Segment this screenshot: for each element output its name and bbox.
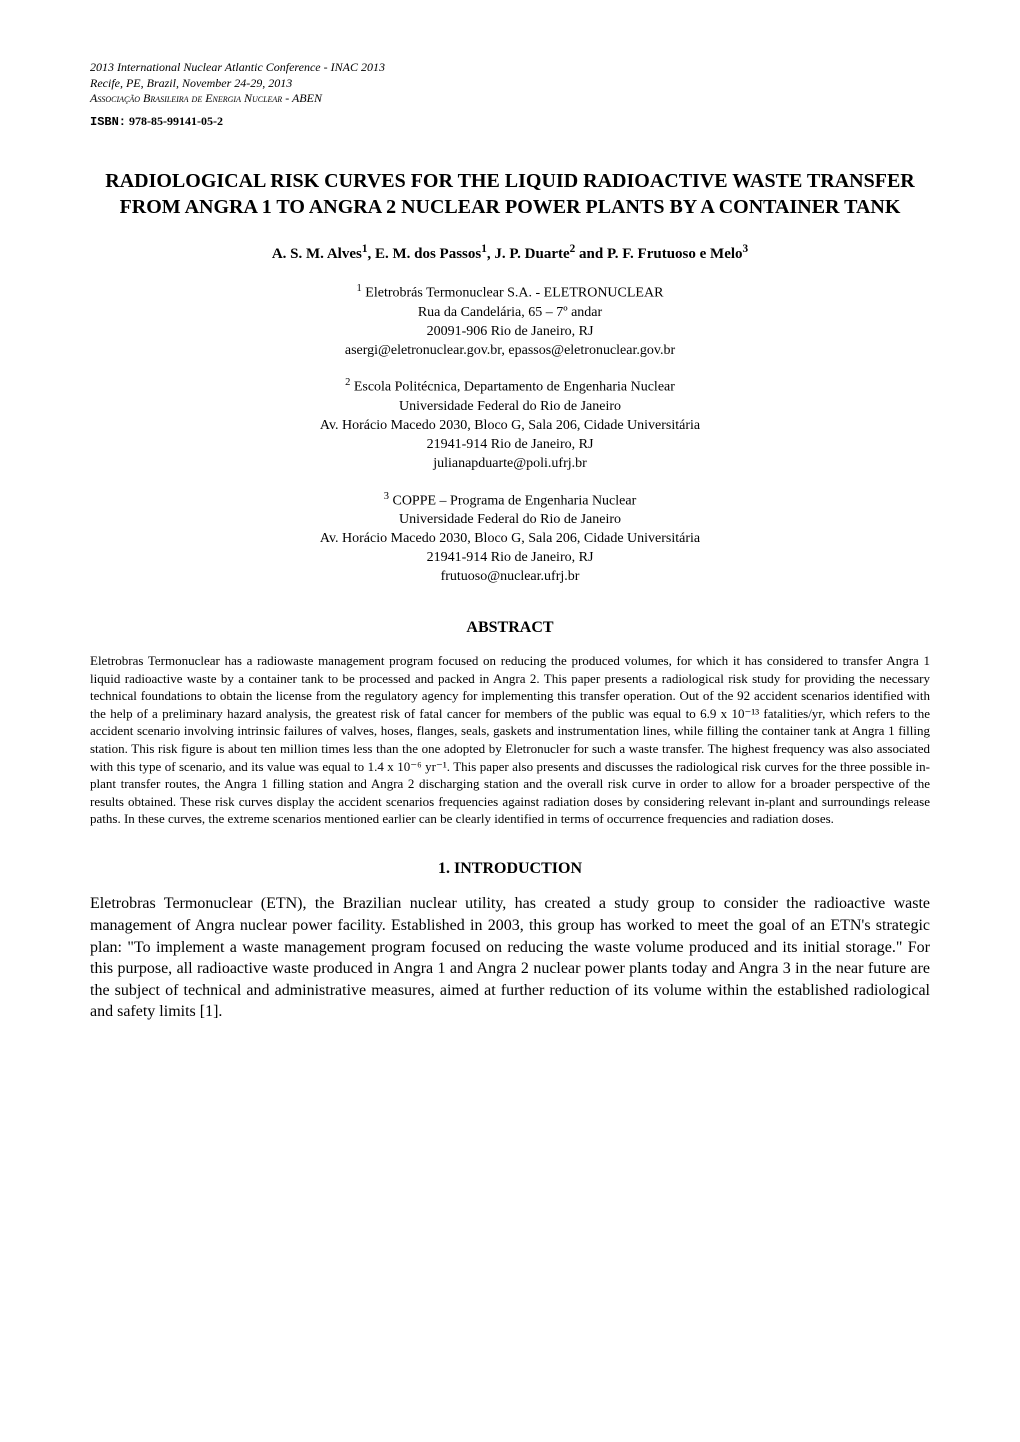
affiliation-block: 1 Eletrobrás Termonuclear S.A. - ELETRON… <box>90 282 930 360</box>
abstract-body: Eletrobras Termonuclear has a radiowaste… <box>90 652 930 827</box>
affiliation-block: 2 Escola Politécnica, Departamento de En… <box>90 376 930 473</box>
conference-line-3: Associação Brasileira de Energia Nuclear… <box>90 91 930 107</box>
isbn-line: ISBN: 978-85-99141-05-2 <box>90 113 930 130</box>
authors-line: A. S. M. Alves1, E. M. dos Passos1, J. P… <box>90 242 930 264</box>
introduction-heading: 1. INTRODUCTION <box>90 858 930 880</box>
affiliation-block: 3 COPPE – Programa de Engenharia Nuclear… <box>90 490 930 587</box>
conference-line-1: 2013 International Nuclear Atlantic Conf… <box>90 60 930 76</box>
conference-header: 2013 International Nuclear Atlantic Conf… <box>90 60 930 107</box>
affiliations: 1 Eletrobrás Termonuclear S.A. - ELETRON… <box>90 282 930 586</box>
isbn-value: 978-85-99141-05-2 <box>129 114 223 128</box>
isbn-label: ISBN: <box>90 115 126 129</box>
introduction-body: Eletrobras Termonuclear (ETN), the Brazi… <box>90 893 930 1023</box>
paper-title: RADIOLOGICAL RISK CURVES FOR THE LIQUID … <box>90 168 930 220</box>
abstract-heading: ABSTRACT <box>90 617 930 639</box>
conference-line-2: Recife, PE, Brazil, November 24-29, 2013 <box>90 76 930 92</box>
